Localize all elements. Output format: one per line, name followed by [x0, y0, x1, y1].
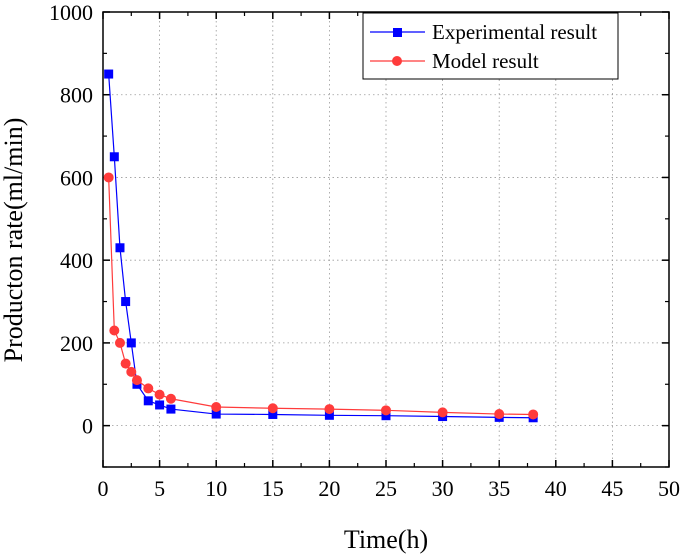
point-model	[437, 407, 448, 418]
point-model	[165, 393, 176, 404]
point-model	[154, 389, 165, 400]
series-layer	[103, 69, 539, 423]
grid-lines	[103, 12, 669, 467]
y-tick-label-200: 200	[60, 331, 93, 356]
point-model	[114, 337, 125, 348]
x-tick-label-20: 20	[318, 476, 340, 501]
x-tick-label-45: 45	[601, 476, 623, 501]
point-model	[494, 409, 505, 420]
x-tick-label-35: 35	[488, 476, 510, 501]
legend-marker-model	[392, 56, 402, 66]
point-experimental	[166, 404, 176, 414]
point-model	[528, 409, 539, 420]
series-line-1	[108, 177, 534, 416]
axis-ticks: 0 5 10 15 20 25 30 35 40 45 50 0 200 400 600 800 1000	[49, 0, 680, 501]
y-axis-title: Producton rate(ml/min)	[0, 118, 28, 363]
x-tick-label-15: 15	[262, 476, 284, 501]
point-experimental	[268, 409, 278, 419]
point-model	[103, 172, 114, 183]
point-model	[381, 405, 391, 416]
x-tick-label-5: 5	[154, 476, 165, 501]
legend-marker-experimental	[393, 28, 402, 37]
point-experimental	[126, 338, 136, 348]
x-tick-label-10: 10	[205, 476, 227, 501]
point-model	[267, 403, 278, 414]
point-experimental	[324, 410, 334, 420]
legend-box	[362, 12, 619, 80]
legend-label-model: Model result	[432, 49, 539, 73]
point-model	[120, 358, 131, 369]
x-tick-label-40: 40	[545, 476, 567, 501]
point-model	[143, 383, 154, 394]
series-line-0	[108, 74, 534, 419]
legend-label-experimental: Experimental result	[432, 20, 597, 44]
point-model	[324, 404, 335, 415]
point-experimental	[143, 396, 153, 406]
point-model	[131, 375, 142, 386]
point-experimental	[155, 400, 165, 410]
point-model	[126, 366, 137, 377]
point-experimental	[381, 411, 391, 421]
legend: Experimental result Model result	[362, 12, 619, 80]
y-tick-label-600: 600	[60, 165, 93, 190]
point-model	[109, 325, 120, 336]
x-tick-label-25: 25	[375, 476, 397, 501]
y-tick-label-800: 800	[60, 83, 93, 108]
x-axis-title: Time(h)	[344, 525, 428, 554]
series-0	[104, 69, 538, 423]
point-experimental	[104, 69, 114, 79]
y-tick-label-0: 0	[82, 414, 93, 439]
series-1	[103, 172, 539, 420]
y-tick-label-400: 400	[60, 248, 93, 273]
x-tick-label-0: 0	[98, 476, 109, 501]
point-experimental	[121, 297, 131, 307]
x-tick-label-30: 30	[432, 476, 454, 501]
point-experimental	[115, 243, 125, 253]
point-experimental	[211, 409, 221, 419]
point-experimental	[109, 152, 119, 162]
point-model	[211, 402, 222, 413]
y-tick-label-1000: 1000	[49, 0, 93, 25]
x-tick-label-50: 50	[658, 476, 680, 501]
